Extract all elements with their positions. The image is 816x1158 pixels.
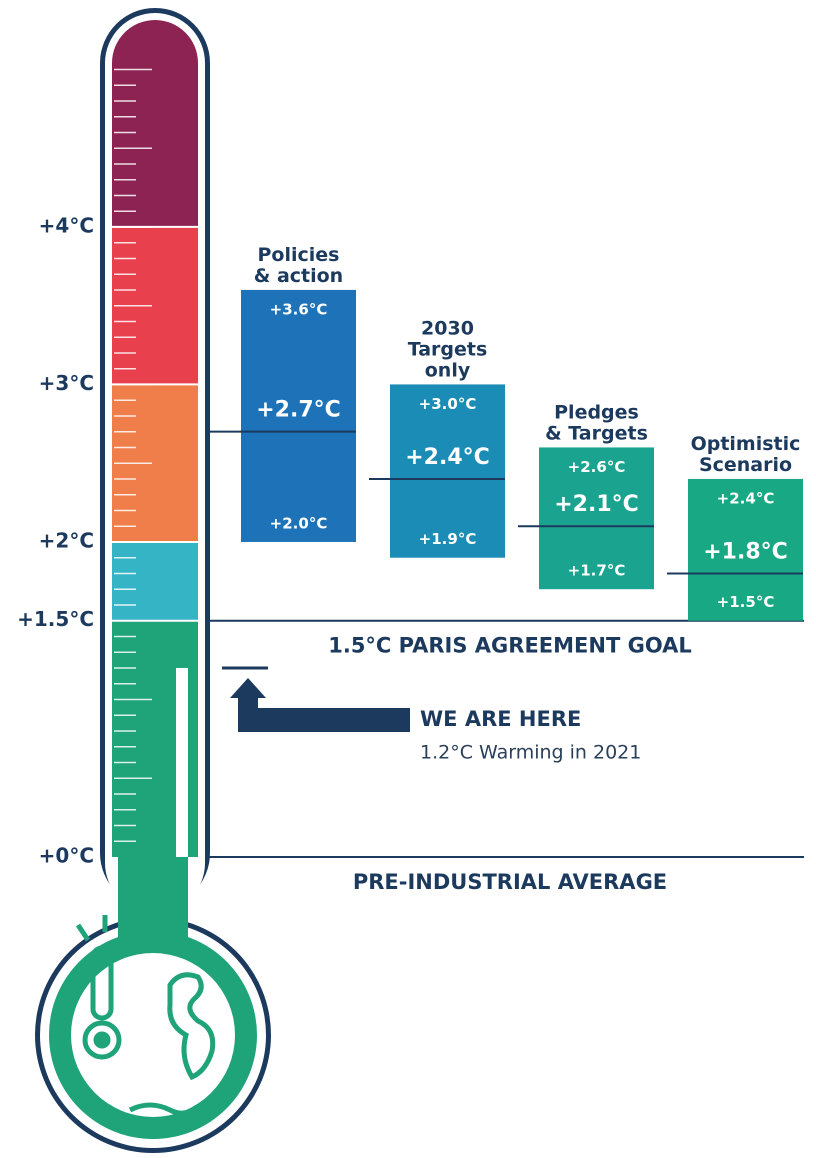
- scenario-name-line: Scenario: [699, 453, 792, 475]
- current-label: 1.2°C Warming in 2021: [420, 742, 641, 764]
- scenario-name-line: 2030: [421, 317, 474, 339]
- scenario-name-line: & Targets: [545, 422, 648, 444]
- y-tick-label: +2°C: [39, 528, 94, 552]
- scenario-name: Policies& action: [254, 243, 343, 286]
- y-tick-label: +4°C: [39, 213, 94, 237]
- mid-label: +2.4°C: [405, 445, 490, 470]
- low-label: +1.7°C: [568, 562, 626, 580]
- y-tick-label: +0°C: [39, 844, 94, 868]
- mid-label: +2.7°C: [256, 398, 341, 423]
- scenario-name-line: Pledges: [554, 401, 639, 423]
- high-label: +3.6°C: [270, 300, 328, 318]
- reference-label: 1.5°C PARIS AGREEMENT GOAL: [328, 634, 692, 658]
- scenario-name-line: Optimistic: [691, 432, 801, 454]
- here-arrow: [230, 678, 410, 732]
- y-tick-label: +1.5°C: [17, 607, 94, 631]
- low-label: +1.9°C: [419, 530, 477, 548]
- infographic: +0°C +1.5°C +2°C +3°C +4°C 1.5°C PARIS AGREEM…: [0, 0, 816, 1158]
- scenario-name-line: & action: [254, 264, 343, 286]
- scenario-name-line: Policies: [258, 243, 340, 265]
- neck: [118, 857, 188, 937]
- low-label: +2.0°C: [270, 514, 328, 532]
- current-title: WE ARE HERE: [420, 707, 581, 731]
- low-label: +1.5°C: [717, 593, 775, 611]
- mid-label: +1.8°C: [703, 539, 788, 564]
- high-label: +2.4°C: [717, 489, 775, 507]
- band: [112, 542, 198, 621]
- mid-label: +2.1°C: [554, 492, 639, 517]
- scenario-name-line: Targets: [408, 338, 488, 360]
- scenario-name-line: only: [425, 359, 471, 381]
- high-label: +2.6°C: [568, 458, 626, 476]
- reference-label: PRE-INDUSTRIAL AVERAGE: [353, 870, 667, 894]
- current-bar: [176, 668, 188, 857]
- y-tick-label: +3°C: [39, 371, 94, 395]
- high-label: +3.0°C: [419, 395, 477, 413]
- scenario-name: Pledges& Targets: [545, 401, 648, 444]
